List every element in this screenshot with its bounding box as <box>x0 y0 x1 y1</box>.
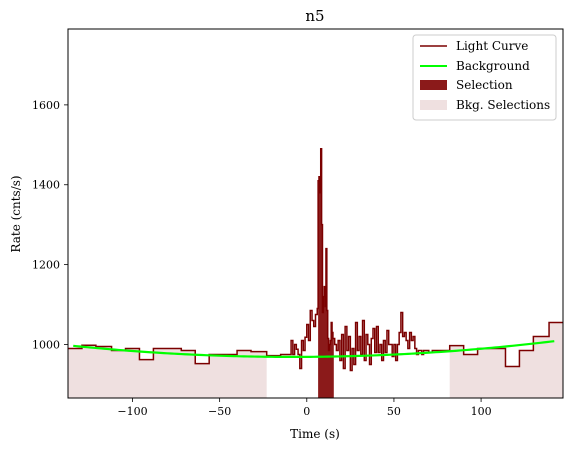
x-tick-label: −50 <box>208 405 231 418</box>
light-curve-line <box>68 148 563 372</box>
light-curve-layer <box>68 148 563 372</box>
legend-bkg-selections-swatch <box>420 100 447 110</box>
legend-background-label: Background <box>456 59 530 73</box>
legend-box <box>412 34 557 121</box>
y-tick-label: 1600 <box>32 99 60 112</box>
legend-bkg-selections-label: Bkg. Selections <box>456 98 550 112</box>
y-axis-label: Rate (cnts/s) <box>9 175 23 252</box>
x-axis-label: Time (s) <box>290 427 340 441</box>
bkg-selection-region-1 <box>449 322 563 398</box>
bkg-selection-regions <box>68 322 563 398</box>
chart-title: n5 <box>305 7 324 25</box>
background-curve <box>73 340 555 359</box>
legend-selection-label: Selection <box>456 78 513 92</box>
y-tick-label: 1200 <box>32 259 60 272</box>
y-tick-label: 1400 <box>32 179 60 192</box>
legend-light-curve-label: Light Curve <box>456 39 528 53</box>
x-tick-label: 50 <box>387 405 401 418</box>
legend-selection-swatch <box>420 80 447 90</box>
x-axis: −100 −50 0 50 100 <box>117 398 492 418</box>
x-tick-label: −100 <box>117 405 147 418</box>
plot-frame <box>67 28 564 399</box>
y-tick-label: 1000 <box>32 338 60 351</box>
x-tick-label: 0 <box>303 405 310 418</box>
x-tick-label: 100 <box>471 405 492 418</box>
y-axis: 1000 1200 1400 1600 <box>32 99 68 351</box>
background-layer <box>73 340 555 359</box>
legend: Light Curve Background Selection Bkg. Se… <box>412 34 557 121</box>
bkg-selection-region-0 <box>68 345 267 398</box>
